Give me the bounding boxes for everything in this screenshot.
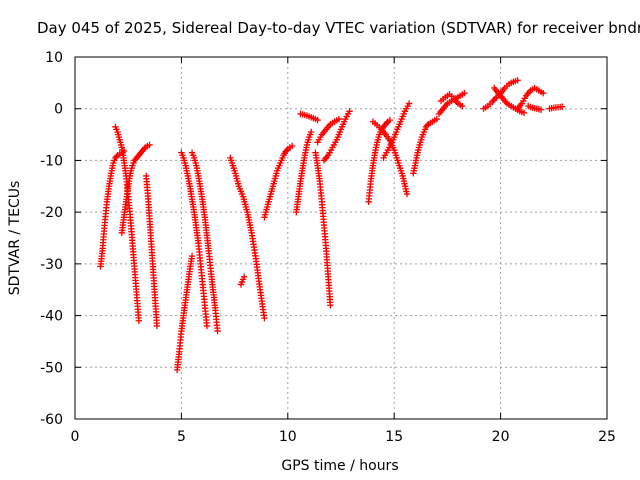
series-arc-13	[312, 149, 334, 309]
x-tick-labels: 0 5 10 15 20 25	[71, 429, 616, 445]
y-tick-label: -50	[40, 360, 63, 376]
series-arc-14	[314, 115, 343, 146]
series-arc-02	[112, 123, 143, 324]
y-tick-label: -30	[40, 257, 63, 273]
x-tick-label: 10	[279, 429, 297, 445]
y-tick-label: 10	[45, 50, 63, 66]
grid-lines	[75, 57, 607, 419]
plot-frame	[74, 56, 608, 420]
series-arc-07	[188, 149, 221, 335]
data-point	[459, 102, 466, 110]
series-arc-08	[227, 154, 268, 322]
data-point	[240, 273, 248, 280]
series-arc-18	[380, 100, 413, 162]
series-arc-24	[514, 84, 547, 112]
y-tick-labels: -60 -50 -40 -30 -20 -10 0 10	[40, 50, 63, 428]
series-arc-15	[320, 108, 353, 164]
y-tick-label: -10	[40, 153, 63, 169]
data-point	[559, 103, 566, 110]
series-arc-12	[297, 110, 321, 124]
y-tick-label: -40	[40, 309, 63, 325]
y-tick-label: -60	[40, 412, 63, 428]
data-point	[539, 90, 547, 97]
data-series	[97, 77, 566, 374]
data-point	[288, 142, 296, 150]
series-arc-06	[178, 149, 211, 330]
y-tick-label: -20	[40, 205, 63, 221]
series-arc-19	[410, 115, 440, 177]
chart-title: Day 045 of 2025, Sidereal Day-to-day VTE…	[37, 19, 640, 37]
series-arc-09	[237, 273, 248, 288]
series-arc-03	[118, 141, 153, 237]
series-arc-04	[143, 172, 161, 330]
x-tick-label: 0	[71, 429, 80, 445]
x-tick-label: 25	[598, 429, 616, 445]
data-point	[383, 119, 390, 127]
series-arc-22	[480, 77, 521, 112]
data-point	[403, 190, 411, 198]
data-point	[433, 115, 440, 123]
series-arc-11	[293, 128, 315, 216]
x-tick-label: 5	[177, 429, 186, 445]
y-axis-label: SDTVAR / TECUs	[7, 181, 23, 296]
x-tick-label: 20	[492, 429, 510, 445]
axis-ticks	[74, 56, 608, 420]
data-point	[520, 109, 528, 117]
series-arc-26	[546, 103, 566, 112]
data-point	[188, 252, 196, 260]
data-point	[335, 115, 343, 123]
data-point	[214, 327, 221, 335]
data-point	[203, 322, 211, 330]
data-point	[327, 302, 334, 309]
data-point	[537, 106, 545, 113]
data-point	[461, 90, 468, 97]
data-point	[283, 147, 290, 154]
data-point	[314, 116, 321, 124]
series-arc-16	[365, 116, 394, 205]
y-tick-label: 0	[54, 102, 63, 118]
data-point	[261, 314, 268, 322]
data-point	[140, 145, 148, 152]
series-arc-21	[437, 91, 466, 110]
series-arc-05	[173, 252, 196, 374]
data-point	[135, 317, 143, 324]
series-arc-10	[261, 142, 296, 221]
data-point	[346, 108, 353, 115]
x-axis-label: GPS time / hours	[281, 458, 398, 474]
data-point	[386, 116, 394, 124]
data-point	[308, 128, 315, 136]
data-point	[153, 322, 161, 330]
series-arc-25	[525, 102, 545, 113]
data-point	[146, 141, 153, 149]
data-point	[405, 100, 413, 107]
data-point	[514, 77, 521, 84]
x-tick-label: 15	[385, 429, 403, 445]
